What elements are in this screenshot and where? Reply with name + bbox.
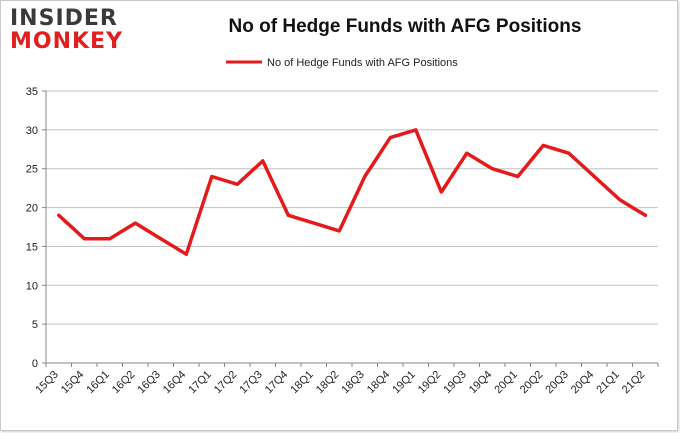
- x-tick-label: 17Q4: [263, 369, 291, 397]
- x-tick-label: 17Q2: [212, 369, 240, 397]
- logo-line-monkey: MONKEY: [10, 29, 124, 54]
- x-tick-label: 18Q2: [314, 369, 342, 397]
- logo-line-insider: INSIDER: [10, 6, 118, 31]
- x-tick-label: 20Q1: [492, 369, 520, 397]
- x-tick-label: 16Q2: [110, 369, 138, 397]
- y-tick-label: 20: [26, 203, 38, 215]
- x-tick-label: 17Q1: [186, 369, 214, 397]
- x-tick-label: 18Q4: [365, 369, 393, 397]
- x-tick-label: 16Q3: [135, 369, 163, 397]
- chart-title: No of Hedge Funds with AFG Positions: [228, 16, 582, 37]
- insider-monkey-logo: INSIDER MONKEY: [10, 8, 128, 53]
- y-tick-label: 0: [32, 358, 38, 370]
- x-tick-label: 19Q4: [467, 369, 495, 397]
- axes: [42, 90, 659, 367]
- x-tick-label: 16Q4: [161, 369, 189, 397]
- x-tick-label: 20Q4: [569, 369, 597, 397]
- y-tick-label: 30: [26, 125, 38, 137]
- gridlines: [46, 90, 658, 364]
- x-tick-label: 20Q2: [518, 369, 546, 397]
- y-tick-label: 15: [26, 241, 38, 253]
- x-tick-label: 21Q2: [620, 369, 648, 397]
- x-tick-label: 19Q1: [390, 369, 418, 397]
- x-tick-label: 21Q1: [594, 369, 622, 397]
- series-line-0: [57, 128, 648, 256]
- x-tick-label: 19Q3: [441, 369, 469, 397]
- series-lines: [57, 128, 648, 256]
- x-tick-label: 18Q3: [339, 369, 367, 397]
- x-tick-label: 17Q3: [237, 369, 265, 397]
- x-tick-label: 15Q4: [59, 369, 87, 397]
- y-tick-label: 35: [26, 86, 38, 98]
- x-tick-label: 20Q3: [543, 369, 571, 397]
- legend-label: No of Hedge Funds with AFG Positions: [267, 57, 458, 69]
- x-tick-label: 16Q1: [84, 369, 112, 397]
- legend: No of Hedge Funds with AFG Positions: [226, 57, 458, 69]
- x-tick-label: 18Q1: [288, 369, 316, 397]
- y-tick-labels: 0 5 10 15 20 25 30 35: [26, 86, 38, 370]
- x-tick-labels: 15Q315Q416Q116Q216Q316Q417Q117Q217Q317Q4…: [33, 369, 647, 397]
- y-tick-label: 10: [26, 280, 38, 292]
- x-tick-label: 19Q2: [416, 369, 444, 397]
- x-tick-label: 15Q3: [33, 369, 61, 397]
- y-tick-label: 5: [32, 319, 38, 331]
- y-tick-label: 25: [26, 164, 38, 176]
